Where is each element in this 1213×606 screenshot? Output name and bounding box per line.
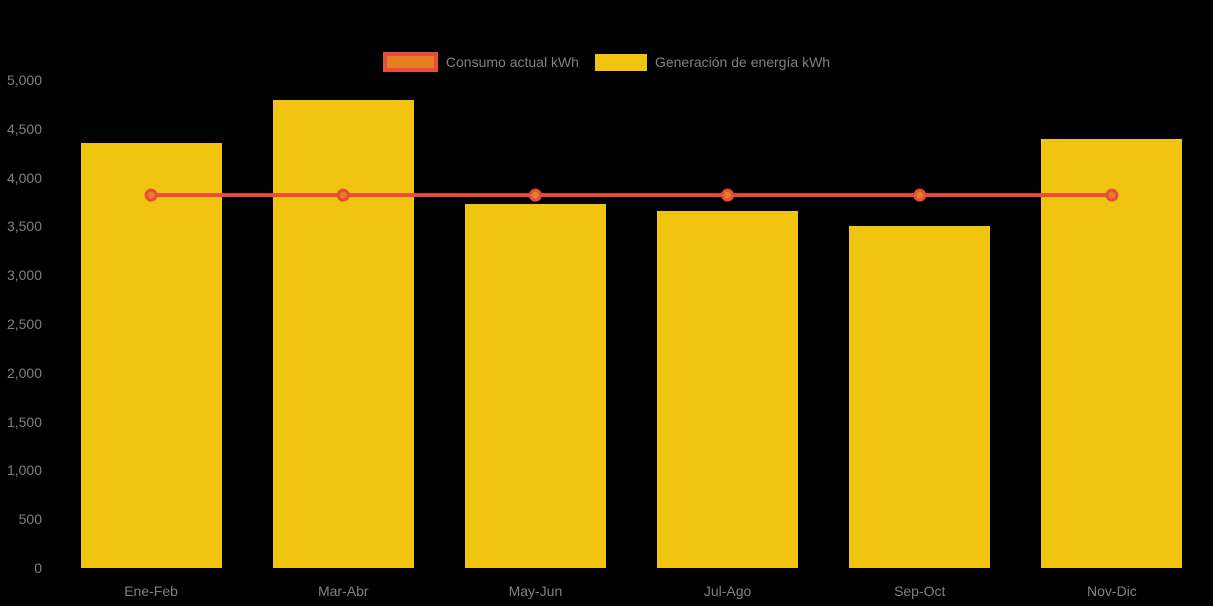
- y-tick-label-2-500: 2,500: [6, 316, 42, 332]
- bar-ene-feb[interactable]: [80, 142, 222, 568]
- y-tick-label-3-000: 3,000: [6, 267, 42, 284]
- x-tick-label-ene-feb: Ene-Feb: [124, 583, 178, 599]
- legend-item-consumo[interactable]: Consumo actual kWh: [382, 52, 579, 72]
- y-tick-label-3-500: 3,500: [6, 218, 42, 235]
- x-tick-label-jul-ago: Jul-Ago: [703, 583, 752, 599]
- y-tick-label-500: 500: [18, 511, 42, 528]
- line-marker-ene-feb[interactable]: [144, 188, 158, 202]
- legend: Consumo actual kWh Generación de energía…: [0, 52, 1213, 72]
- y-tick-label-0: 0: [34, 560, 42, 576]
- legend-label-consumo: Consumo actual kWh: [445, 54, 579, 70]
- bar-sep-oct[interactable]: [849, 226, 991, 568]
- y-tick-label-2-000: 2,000: [6, 364, 42, 381]
- bar-may-jun[interactable]: [464, 203, 606, 568]
- generacion-bar-swatch-icon: [594, 53, 647, 71]
- line-marker-nov-dic[interactable]: [1105, 188, 1119, 202]
- x-tick-label-sep-oct: Sep-Oct: [894, 583, 946, 599]
- y-tick-label-1-500: 1,500: [6, 413, 42, 430]
- line-marker-may-jun[interactable]: [528, 188, 542, 202]
- line-marker-mar-abr[interactable]: [336, 188, 350, 202]
- y-tick-label-4-000: 4,000: [6, 169, 42, 186]
- consumo-line-swatch-icon: [382, 52, 438, 72]
- bar-jul-ago[interactable]: [657, 210, 799, 568]
- legend-label-generacion: Generación de energía kWh: [654, 54, 831, 70]
- x-tick-label-nov-dic: Nov-Dic: [1087, 583, 1137, 599]
- y-tick-label-4-500: 4,500: [6, 120, 42, 137]
- bar-mar-abr[interactable]: [272, 100, 414, 568]
- bar-nov-dic[interactable]: [1041, 138, 1183, 568]
- x-tick-label-mar-abr: Mar-Abr: [317, 583, 369, 599]
- line-marker-sep-oct[interactable]: [913, 188, 927, 202]
- y-tick-label-1-000: 1,000: [6, 462, 42, 479]
- line-marker-jul-ago[interactable]: [721, 188, 735, 202]
- legend-item-generacion[interactable]: Generación de energía kWh: [594, 52, 831, 72]
- x-tick-label-may-jun: May-Jun: [508, 583, 563, 599]
- y-tick-label-5-000: 5,000: [6, 72, 42, 88]
